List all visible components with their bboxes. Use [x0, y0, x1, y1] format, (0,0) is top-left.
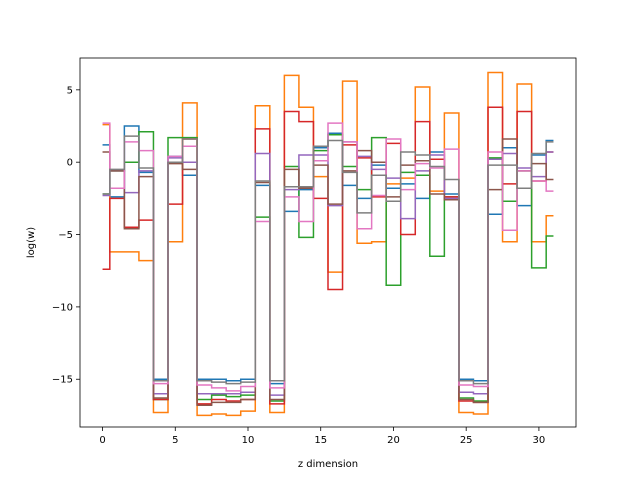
x-tick-label: 20	[387, 435, 400, 446]
series-line-7	[102, 135, 554, 385]
y-tick-label: 0	[67, 158, 73, 169]
y-tick-label: −15	[52, 375, 73, 386]
series-line-5	[102, 138, 554, 407]
x-tick-label: 15	[314, 435, 327, 446]
y-axis: 5 0 −5 −10 −15	[52, 85, 80, 386]
x-tick-label: 30	[533, 435, 546, 446]
x-axis-label: z dimension	[298, 459, 358, 470]
y-tick-label: 5	[67, 85, 73, 96]
plot-area	[102, 71, 554, 417]
y-tick-label: −5	[58, 230, 73, 241]
x-tick-label: 25	[460, 435, 473, 446]
x-tick-label: 10	[242, 435, 255, 446]
y-tick-label: −10	[52, 302, 73, 313]
x-axis: 0 5 10 15 20 25 30	[99, 427, 545, 446]
y-axis-label: log(w)	[26, 227, 37, 258]
x-tick-label: 5	[172, 435, 178, 446]
axes-frame	[79, 57, 577, 428]
x-tick-label: 0	[99, 435, 105, 446]
